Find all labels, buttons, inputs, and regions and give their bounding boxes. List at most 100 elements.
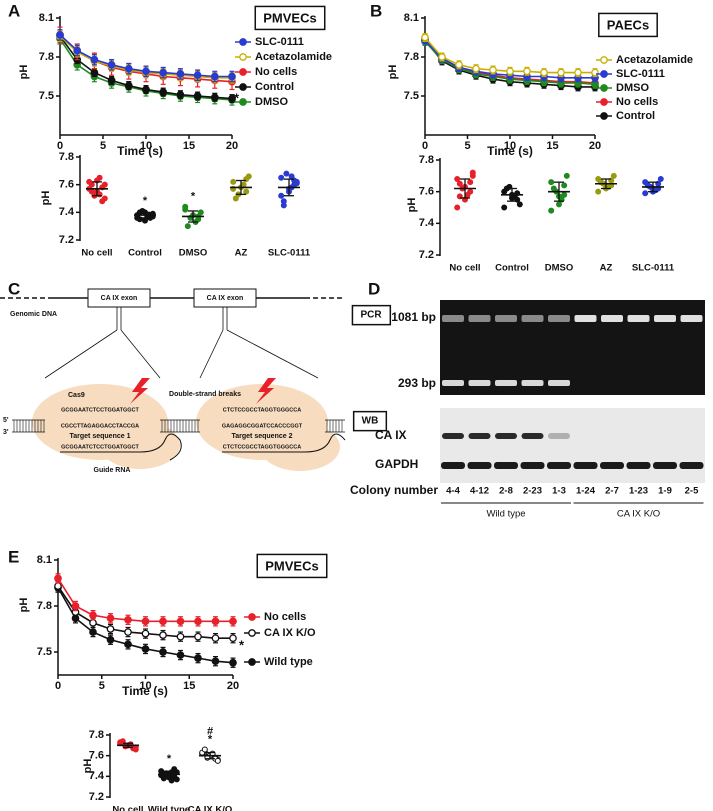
y-tick-label: 8.1 [39,12,54,24]
data-point [73,46,82,55]
lane-label: 4-12 [470,486,489,497]
pcr-band [627,315,650,322]
blot-row-label: CA IX [375,428,407,442]
x-tick-label: 15 [183,680,195,692]
pcr-band [442,380,464,386]
x-tick-label: DMSO [545,263,574,274]
data-point [159,648,167,656]
sequence: CTCTCCGCCTAGGTGGGCCA [223,407,301,413]
pcr-band [468,380,491,386]
data-point [90,68,99,77]
blot-band [520,462,545,469]
data-point [210,72,219,81]
data-point [240,181,247,188]
data-point [134,214,141,221]
blot-band [442,433,464,439]
data-point [141,629,150,638]
blot-band [600,462,624,469]
x-tick-label: 10 [504,140,516,152]
y-tick-label: 7.6 [419,186,434,198]
lane-title: Colony number [350,483,438,497]
data-point [176,651,185,659]
y-tick-label: 7.8 [37,600,52,612]
data-point [99,198,106,205]
data-point [455,60,463,69]
lane-label: 1-3 [552,486,566,497]
legend-label: No cells [264,611,306,623]
band-size-label: 293 bp [398,376,436,390]
data-point [159,631,167,639]
guide-rna-strand [60,433,182,461]
exon-box [87,288,151,308]
zoom-lines [44,307,319,379]
data-point [194,654,202,662]
data-point [438,53,446,61]
data-point [106,625,115,633]
cas9-label: Cas9 [68,392,85,399]
data-point [88,188,95,195]
data-point [184,223,191,230]
guide-rna-label: Guide RNA [94,467,131,474]
data-point [89,611,97,620]
lane-label: 4-4 [446,486,460,497]
blot-band [495,433,517,439]
data-point [563,172,570,179]
sequence: GAGAGGCGGATCCACCCGGT [222,423,303,429]
legend-marker [600,70,608,78]
x-tick-label: SLC-0111 [632,263,675,274]
panel-letter: A [8,1,20,20]
pcr-band [680,315,703,322]
data-point [228,94,236,103]
pcr-band [468,315,491,322]
legend-label: Acetazolamide [255,51,332,63]
gel-tag-box [351,304,392,326]
x-tick-label: 5 [464,140,470,152]
lane-label: 2-23 [523,486,542,497]
legend-label: Acetazolamide [616,54,693,66]
data-point [194,617,202,626]
blot-band [547,462,571,469]
data-point [159,617,167,626]
data-point [574,68,582,77]
data-point [142,217,148,224]
x-tick-label: 20 [227,680,239,692]
data-point [211,634,220,643]
y-tick-label: 7.8 [419,154,434,166]
y-tick-label: 7.4 [419,217,435,229]
legend-label: Control [255,81,294,93]
x-tick-label: No cell [81,248,112,259]
data-point [159,68,168,77]
panel-letter: B [370,1,382,20]
data-point [642,190,649,197]
break-icon [130,378,150,404]
sequence: GCGGAATCTCCTGGATGGCT [61,407,139,413]
data-point [293,180,300,187]
data-point [456,180,463,187]
data-point [557,68,565,77]
data-point [501,204,508,211]
data-point [229,634,237,643]
gel-panel: D PCR WB 1081 bp 293 bp CA IX GAPDH Colony num… [350,279,705,520]
legend-marker [239,53,247,61]
lane-label: 1-24 [576,486,596,497]
data-point [548,207,555,214]
annotation: * [191,191,196,203]
x-axis-label: Time (s) [487,144,533,158]
x-tick-label: 10 [140,140,152,152]
pcr-band [654,315,676,322]
y-tick-label: 7.8 [404,51,419,63]
x-tick-label: Control [495,263,529,274]
pcr-band [495,315,517,322]
data-point [214,757,221,764]
western-blot [440,408,705,483]
legend-label: DMSO [255,96,288,108]
panel-letter: E [8,547,19,566]
legend-marker [239,98,247,106]
x-tick-label: 0 [422,140,428,152]
x-tick-label: 20 [589,140,601,152]
data-point [54,582,62,590]
y-tick-label: 7.8 [89,729,104,741]
data-point [280,202,287,209]
x-tick-label: AZ [600,263,613,274]
data-point [89,619,97,627]
